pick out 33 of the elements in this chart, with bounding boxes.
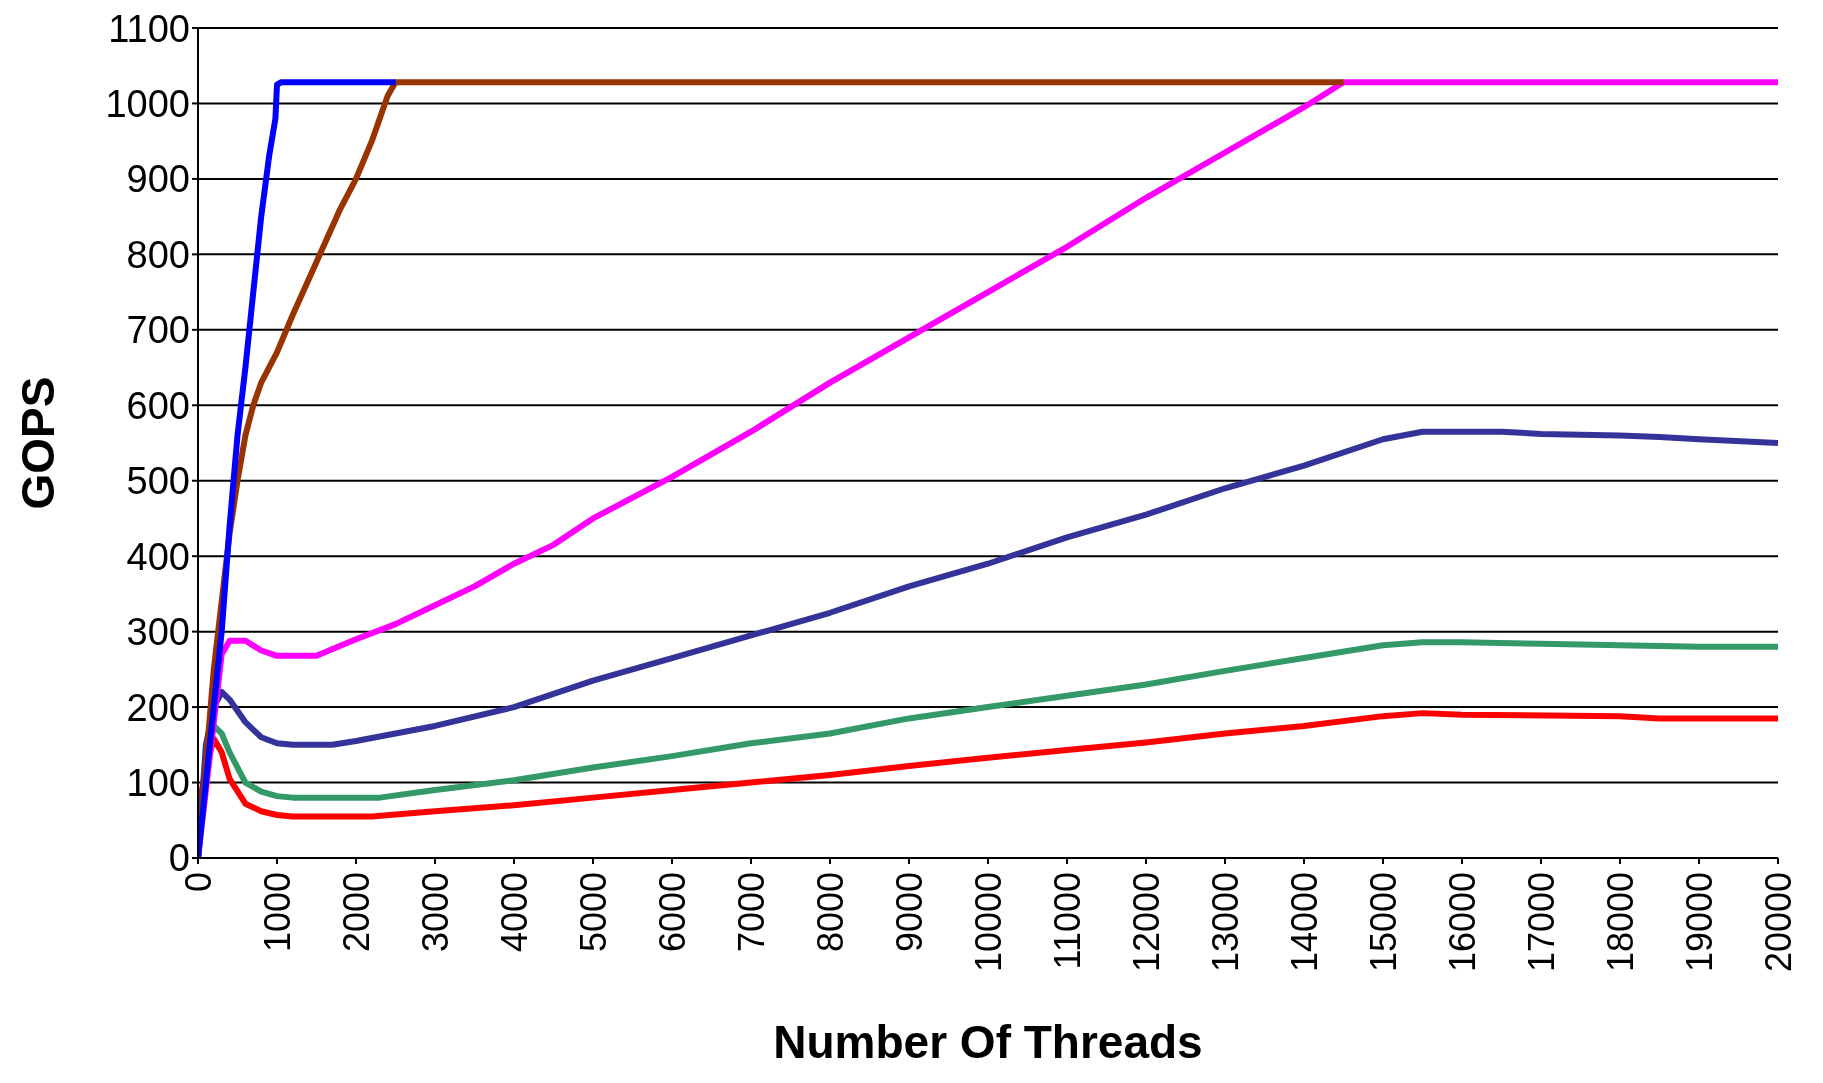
- x-tick-label: 13000: [1204, 872, 1246, 973]
- y-tick-label: 1000: [105, 82, 190, 125]
- y-tick-label: 600: [126, 384, 190, 427]
- x-tick-label: 18000: [1599, 872, 1641, 973]
- x-tick-label: 12000: [1125, 872, 1167, 973]
- x-tick-label: 7000: [730, 872, 772, 953]
- y-tick-label: 1100: [108, 7, 190, 50]
- y-tick-label: 400: [126, 535, 190, 578]
- x-tick-label: 9000: [888, 872, 930, 953]
- x-tick-label: 10000: [967, 872, 1009, 973]
- y-tick-label: 100: [126, 762, 190, 805]
- y-axis-title: GOPS: [12, 376, 65, 510]
- x-tick-label: 6000: [651, 872, 693, 953]
- x-tick-label: 8000: [809, 872, 851, 953]
- x-tick-label: 2000: [335, 872, 377, 953]
- x-tick-label: 17000: [1520, 872, 1562, 973]
- y-tick-label: 900: [126, 158, 190, 201]
- x-tick-label: 20000: [1757, 872, 1799, 973]
- x-tick-label: 3000: [414, 872, 456, 953]
- y-tick-label: 300: [126, 611, 190, 654]
- x-axis-title: Number Of Threads: [773, 1016, 1203, 1068]
- x-tick-label: 4000: [493, 872, 535, 953]
- x-tick-label: 14000: [1283, 872, 1325, 973]
- y-tick-label: 700: [126, 309, 190, 352]
- x-tick-label: 11000: [1046, 872, 1088, 970]
- y-tick-label: 800: [126, 233, 190, 276]
- x-tick-label: 16000: [1441, 872, 1483, 973]
- x-tick-label: 5000: [572, 872, 614, 953]
- x-tick-label: 15000: [1362, 872, 1404, 973]
- x-tick-label: 1000: [256, 872, 298, 953]
- x-tick-label: 19000: [1678, 872, 1720, 973]
- y-tick-label: 200: [126, 686, 190, 729]
- y-tick-label: 500: [126, 460, 190, 503]
